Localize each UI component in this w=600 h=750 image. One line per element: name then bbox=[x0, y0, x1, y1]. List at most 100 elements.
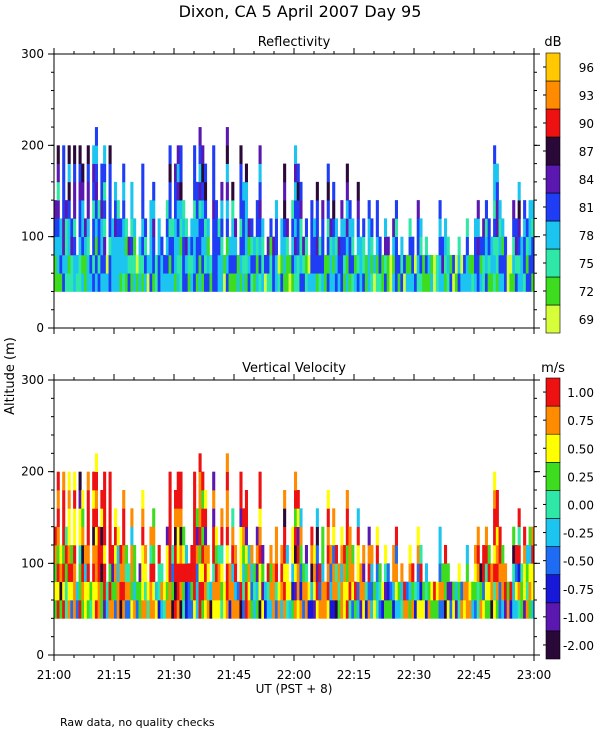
vel-echo-cell bbox=[127, 581, 131, 601]
refl-echo-cell bbox=[59, 254, 63, 274]
refl-echo-cell bbox=[484, 218, 488, 238]
refl-echo-column bbox=[318, 236, 322, 292]
refl-echo-cell bbox=[182, 236, 186, 256]
figure-title: Dixon, CA 5 April 2007 Day 95 bbox=[179, 2, 422, 21]
vel-echo-cell bbox=[367, 563, 371, 583]
vel-echo-cell bbox=[318, 581, 322, 601]
vel-echo-cell bbox=[56, 508, 60, 528]
vel-echo-cell bbox=[149, 545, 153, 564]
refl-echo-cell bbox=[138, 236, 142, 256]
refl-echo-cell bbox=[444, 218, 448, 238]
refl-echo-cell bbox=[381, 254, 385, 274]
vel-echo-cell bbox=[255, 526, 259, 546]
vel-echo-cell bbox=[512, 581, 516, 601]
vel-echo-column bbox=[501, 545, 505, 619]
refl-echo-cell bbox=[345, 273, 349, 292]
vel-echo-cell bbox=[97, 526, 101, 546]
vel-echo-cell bbox=[103, 600, 107, 619]
vel-echo-column bbox=[364, 581, 368, 619]
refl-echo-cell bbox=[479, 273, 483, 292]
refl-echo-column bbox=[512, 200, 516, 292]
vel-echo-cell bbox=[94, 526, 98, 546]
vel-echo-column bbox=[174, 490, 178, 619]
vel-echo-cell bbox=[212, 508, 216, 528]
refl-echo-cell bbox=[228, 273, 232, 292]
vel-echo-cell bbox=[67, 563, 71, 583]
vel-echo-column bbox=[146, 581, 150, 619]
vel-echo-column bbox=[359, 563, 363, 619]
refl-echo-cell bbox=[487, 254, 491, 274]
refl-echo-cell bbox=[160, 236, 164, 256]
vel-echo-cell bbox=[487, 581, 491, 601]
vel-echo-cell bbox=[435, 600, 439, 619]
refl-echo-cell bbox=[103, 181, 107, 201]
vel-echo-cell bbox=[81, 545, 85, 564]
x-axis-label: UT (PST + 8) bbox=[256, 682, 333, 696]
refl-echo-cell bbox=[223, 273, 227, 292]
vel-echo-cell bbox=[220, 526, 224, 546]
refl-colorbar-label: 84 bbox=[579, 173, 594, 187]
refl-echo-cell bbox=[103, 254, 107, 274]
vel-echo-cell bbox=[468, 600, 472, 619]
vel-echo-cell bbox=[103, 581, 107, 601]
vel-echo-cell bbox=[419, 545, 423, 564]
refl-echo-column bbox=[304, 218, 308, 292]
refl-echo-cell bbox=[414, 254, 418, 274]
vel-echo-column bbox=[490, 563, 494, 619]
refl-echo-column bbox=[179, 145, 183, 292]
refl-echo-cell bbox=[64, 200, 68, 219]
vel-echo-column bbox=[62, 471, 66, 619]
vel-echo-cell bbox=[54, 563, 58, 583]
refl-echo-column bbox=[214, 200, 218, 292]
vel-echo-cell bbox=[446, 600, 450, 619]
vel-echo-cell bbox=[384, 563, 388, 583]
vel-echo-cell bbox=[378, 581, 382, 601]
vel-echo-cell bbox=[239, 508, 243, 528]
refl-echo-cell bbox=[62, 254, 66, 274]
refl-echo-cell bbox=[100, 163, 104, 183]
vel-echo-cell bbox=[514, 545, 518, 564]
refl-echo-cell bbox=[157, 218, 161, 238]
vel-echo-cell bbox=[345, 563, 349, 583]
refl-echo-cell bbox=[304, 218, 308, 238]
vel-echo-cell bbox=[116, 526, 120, 546]
refl-echo-cell bbox=[212, 200, 216, 219]
vel-echo-column bbox=[299, 508, 303, 619]
vel-echo-cell bbox=[337, 581, 341, 601]
vel-echo-column bbox=[454, 581, 458, 619]
vel-echo-cell bbox=[321, 545, 325, 564]
refl-echo-cell bbox=[130, 273, 134, 292]
vel-echo-cell bbox=[168, 526, 172, 546]
vel-echo-cell bbox=[124, 563, 128, 583]
refl-echo-column bbox=[261, 218, 265, 292]
refl-echo-column bbox=[84, 218, 88, 292]
vel-echo-cell bbox=[294, 545, 298, 564]
vel-echo-cell bbox=[348, 600, 352, 619]
refl-echo-cell bbox=[452, 273, 456, 292]
refl-echo-cell bbox=[64, 273, 68, 292]
vel-echo-cell bbox=[367, 526, 371, 546]
vel-echo-cell bbox=[231, 581, 235, 601]
vel-echo-cell bbox=[332, 600, 336, 619]
vel-echo-cell bbox=[370, 600, 374, 619]
refl-echo-cell bbox=[242, 254, 246, 274]
vel-echo-cell bbox=[56, 600, 60, 619]
refl-echo-cell bbox=[482, 218, 486, 238]
refl-echo-cell bbox=[531, 254, 535, 274]
vel-echo-cell bbox=[509, 600, 513, 619]
refl-echo-cell bbox=[408, 236, 412, 256]
vel-ytick-label: 200 bbox=[21, 465, 44, 479]
vel-echo-cell bbox=[214, 600, 218, 619]
refl-echo-column bbox=[105, 254, 109, 292]
vel-echo-column bbox=[288, 581, 292, 619]
refl-echo-cell bbox=[168, 145, 172, 164]
vel-echo-cell bbox=[94, 508, 98, 528]
refl-echo-cell bbox=[127, 236, 131, 256]
vel-echo-cell bbox=[430, 600, 434, 619]
vel-echo-cell bbox=[168, 545, 172, 564]
vel-echo-column bbox=[411, 563, 415, 619]
refl-echo-cell bbox=[94, 218, 98, 238]
vel-echo-cell bbox=[250, 581, 254, 601]
refl-echo-cell bbox=[446, 254, 450, 274]
vel-echo-cell bbox=[504, 581, 508, 601]
